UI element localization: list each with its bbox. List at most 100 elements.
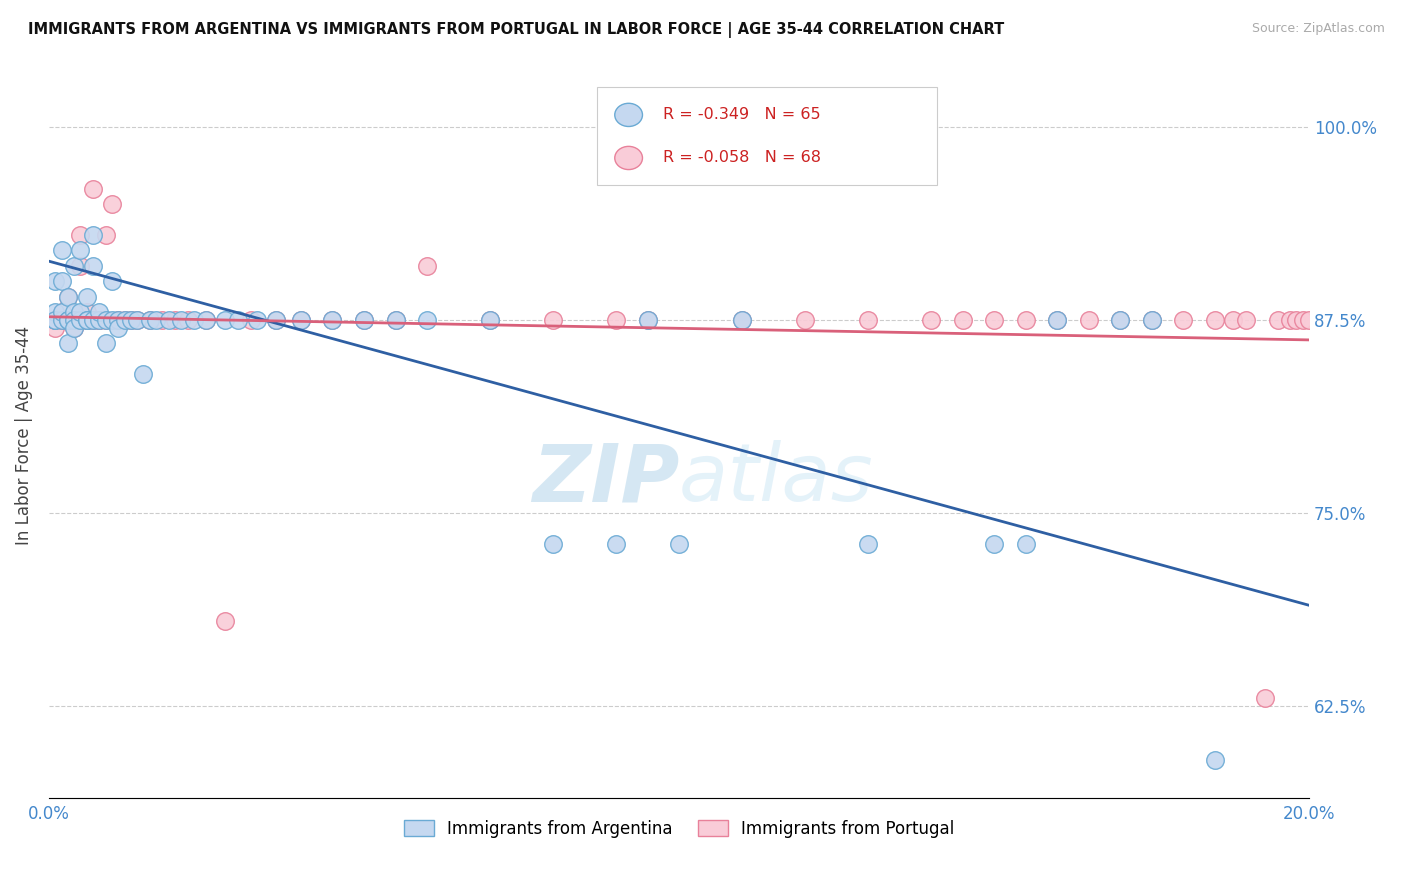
Point: [63, 259, 86, 273]
Point: [120, 313, 142, 327]
Point: [264, 313, 287, 327]
Point: [731, 313, 754, 327]
Point: [226, 313, 249, 327]
Point: [1222, 313, 1244, 327]
Text: R = -0.349   N = 65: R = -0.349 N = 65: [662, 107, 820, 122]
Point: [56, 336, 79, 351]
Point: [82, 313, 104, 327]
Point: [163, 313, 186, 327]
Point: [114, 313, 136, 327]
Point: [94, 313, 117, 327]
Point: [63, 305, 86, 319]
Point: [101, 197, 124, 211]
Y-axis label: In Labor Force | Age 35-44: In Labor Force | Age 35-44: [15, 326, 32, 545]
Point: [89, 313, 111, 327]
Point: [920, 313, 942, 327]
Point: [1298, 313, 1320, 327]
Point: [51, 244, 73, 258]
Point: [76, 305, 98, 319]
Point: [76, 290, 98, 304]
Point: [170, 313, 193, 327]
Text: atlas: atlas: [679, 440, 873, 518]
Point: [44, 313, 66, 327]
Point: [89, 313, 111, 327]
Point: [127, 313, 149, 327]
Point: [416, 313, 439, 327]
Point: [69, 305, 91, 319]
Point: [114, 313, 136, 327]
Point: [195, 313, 218, 327]
Point: [541, 536, 564, 550]
Text: ZIP: ZIP: [531, 440, 679, 518]
Point: [56, 313, 79, 327]
Point: [94, 227, 117, 242]
Point: [101, 274, 124, 288]
Point: [731, 313, 754, 327]
Point: [56, 313, 79, 327]
Point: [56, 290, 79, 304]
Point: [63, 320, 86, 334]
Point: [44, 274, 66, 288]
Point: [76, 313, 98, 327]
Point: [1171, 313, 1194, 327]
Point: [214, 614, 236, 628]
Point: [94, 313, 117, 327]
Point: [82, 313, 104, 327]
Point: [63, 313, 86, 327]
Point: [384, 313, 406, 327]
Point: [479, 313, 502, 327]
Point: [157, 313, 180, 327]
Point: [69, 227, 91, 242]
Point: [176, 313, 198, 327]
Point: [63, 313, 86, 327]
Point: [44, 313, 66, 327]
Point: [1267, 313, 1289, 327]
Point: [183, 313, 205, 327]
Point: [479, 313, 502, 327]
Ellipse shape: [614, 103, 643, 127]
Point: [290, 313, 312, 327]
Point: [952, 313, 974, 327]
Point: [1014, 536, 1036, 550]
Point: [541, 313, 564, 327]
Point: [56, 313, 79, 327]
Point: [139, 313, 162, 327]
Point: [51, 274, 73, 288]
Point: [69, 313, 91, 327]
Text: IMMIGRANTS FROM ARGENTINA VS IMMIGRANTS FROM PORTUGAL IN LABOR FORCE | AGE 35-44: IMMIGRANTS FROM ARGENTINA VS IMMIGRANTS …: [28, 22, 1004, 38]
Point: [321, 313, 343, 327]
Text: Source: ZipAtlas.com: Source: ZipAtlas.com: [1251, 22, 1385, 36]
Point: [1140, 313, 1163, 327]
Point: [983, 536, 1005, 550]
Point: [1204, 753, 1226, 767]
Point: [56, 290, 79, 304]
Point: [264, 313, 287, 327]
Point: [1292, 313, 1315, 327]
Point: [1285, 313, 1308, 327]
Point: [150, 313, 173, 327]
Point: [1234, 313, 1257, 327]
Legend: Immigrants from Argentina, Immigrants from Portugal: Immigrants from Argentina, Immigrants fr…: [396, 813, 960, 844]
Point: [353, 313, 375, 327]
Point: [145, 313, 167, 327]
Point: [132, 367, 155, 381]
Point: [51, 313, 73, 327]
Point: [1140, 313, 1163, 327]
Point: [1109, 313, 1132, 327]
Point: [107, 313, 129, 327]
Point: [51, 313, 73, 327]
Point: [51, 305, 73, 319]
Point: [416, 259, 439, 273]
Point: [290, 313, 312, 327]
Point: [82, 227, 104, 242]
Point: [384, 313, 406, 327]
FancyBboxPatch shape: [598, 87, 938, 186]
Point: [856, 313, 879, 327]
Point: [668, 120, 690, 134]
Point: [69, 244, 91, 258]
Point: [195, 313, 218, 327]
Point: [82, 259, 104, 273]
Point: [69, 259, 91, 273]
Point: [856, 536, 879, 550]
Point: [605, 313, 627, 327]
